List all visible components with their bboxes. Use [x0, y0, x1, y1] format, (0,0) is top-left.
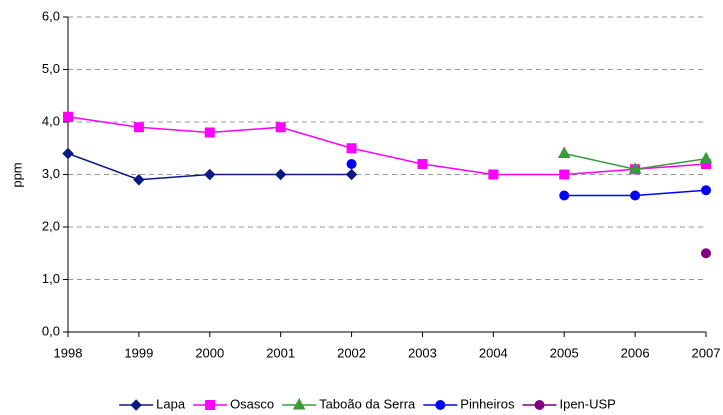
data-point [488, 169, 499, 180]
data-point [346, 159, 357, 169]
data-point [345, 168, 358, 181]
data-point [630, 190, 641, 201]
data-point [559, 190, 570, 201]
legend-label: Ipen-USP [559, 396, 615, 411]
x-tick-label: 2005 [550, 345, 579, 360]
x-tick-label: 1998 [54, 345, 83, 360]
x-tick-label: 2004 [479, 345, 508, 360]
legend-marker [205, 400, 216, 410]
data-point [204, 168, 216, 181]
x-tick-label: 1999 [124, 345, 153, 360]
y-tick-label: 2,0 [42, 218, 60, 233]
x-tick-label: 2002 [337, 345, 366, 360]
legend-label: Osasco [230, 396, 274, 411]
legend-marker [130, 399, 142, 411]
y-tick-label: 6,0 [42, 8, 60, 23]
x-tick-label: 2001 [266, 345, 295, 360]
legend-marker [292, 397, 306, 410]
data-point [133, 122, 144, 133]
y-axis-label: ppm [9, 162, 24, 187]
legend-marker [534, 400, 545, 410]
data-point [275, 122, 286, 133]
data-point [274, 168, 287, 181]
data-point [559, 169, 570, 180]
data-point [417, 159, 428, 169]
x-tick-label: 2007 [692, 345, 721, 360]
legend-label: Lapa [156, 396, 186, 411]
y-tick-label: 0,0 [42, 323, 60, 338]
data-point [701, 248, 711, 259]
y-tick-label: 3,0 [42, 166, 60, 181]
data-point [346, 143, 357, 154]
data-point [699, 151, 713, 164]
data-point [701, 185, 711, 196]
x-tick-label: 2006 [621, 345, 650, 360]
data-point [628, 162, 642, 174]
legend-marker [435, 400, 446, 410]
data-point [557, 146, 571, 158]
data-point [133, 174, 145, 186]
legend: Lapa Osasco Taboão da Serra Pinheiros Ipen-U… [119, 396, 616, 411]
y-tick-label: 5,0 [42, 61, 60, 76]
legend-label: Taboão da Serra [319, 396, 416, 411]
series-line [67, 116, 707, 176]
data-point [63, 111, 73, 122]
data-point [204, 127, 215, 138]
x-tick-label: 2003 [408, 345, 437, 360]
data-point [62, 147, 74, 160]
y-tick-label: 4,0 [42, 113, 60, 128]
legend-label: Pinheiros [460, 396, 515, 411]
y-tick-label: 1,0 [42, 271, 60, 286]
x-tick-label: 2000 [195, 345, 224, 360]
